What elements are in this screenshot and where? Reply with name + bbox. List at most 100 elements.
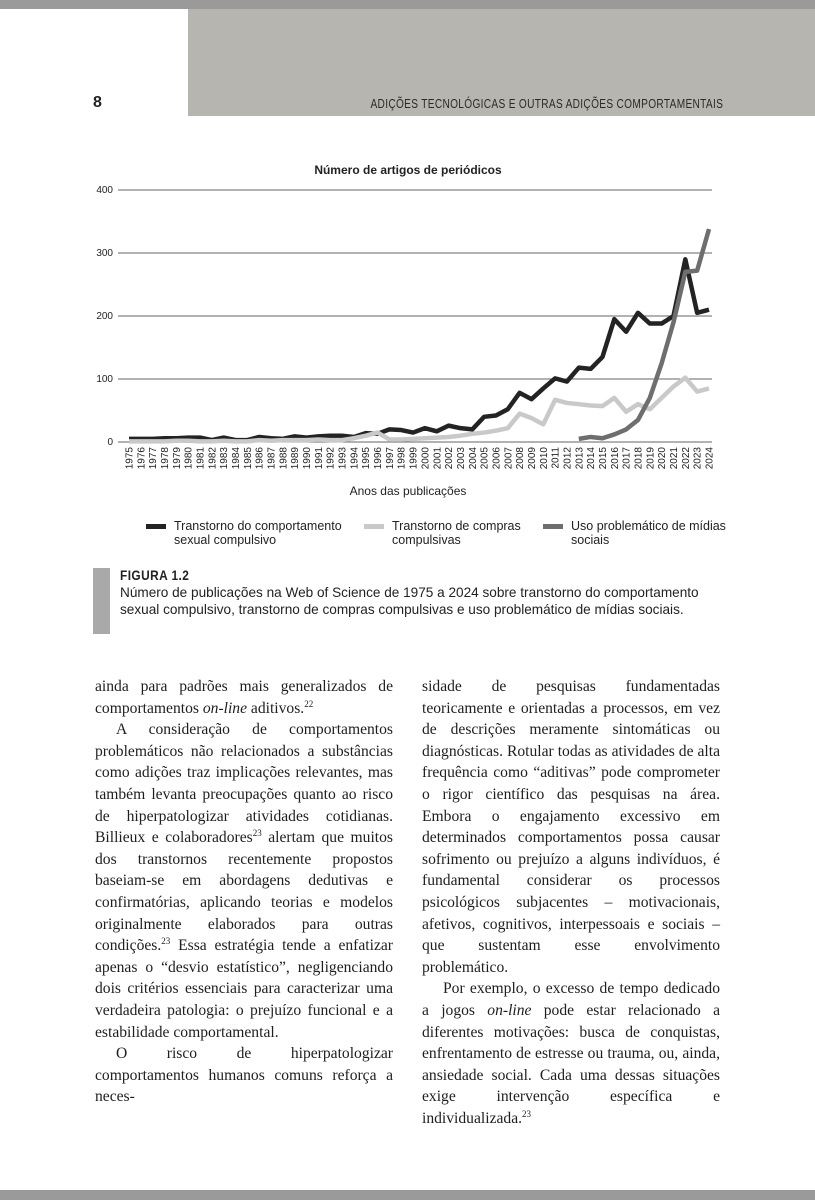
page-number: 8 (93, 94, 102, 111)
x-tick-label: 1978 (160, 447, 171, 470)
y-tick-label: 0 (107, 437, 113, 448)
x-tick-label: 1980 (184, 447, 195, 470)
x-tick-label: 1981 (196, 447, 207, 470)
legend-swatch (364, 524, 384, 529)
y-tick-label: 200 (96, 311, 113, 322)
x-tick-label: 1996 (373, 447, 384, 470)
x-tick-label: 1983 (219, 447, 230, 470)
x-tick-label: 1994 (349, 447, 360, 470)
x-tick-label: 1975 (125, 447, 136, 470)
series-line (578, 228, 712, 442)
text-column: ainda para padrões mais generalizados de… (95, 676, 393, 1108)
x-tick-label: 2019 (645, 447, 656, 470)
x-tick-label: 1992 (326, 447, 337, 470)
x-tick-label: 1985 (243, 447, 254, 470)
text-run: on-line (487, 1001, 532, 1019)
chart: Número de artigos de periódicos Anos das… (96, 163, 716, 498)
x-tick-label: 2013 (574, 447, 585, 470)
x-tick-label: 1987 (267, 447, 278, 470)
figure-caption: Número de publicações na Web of Science … (120, 585, 699, 617)
text-column: sidade de pesquisas fundamentadas teoric… (422, 676, 720, 1129)
x-tick-label: 1998 (397, 447, 408, 470)
x-tick-label: 1988 (278, 447, 289, 470)
legend-label: Transtorno do comportamento sexual compu… (174, 519, 342, 547)
text-run: 23 (161, 936, 171, 947)
x-tick-label: 1977 (148, 447, 159, 470)
series-line (129, 375, 710, 444)
x-tick-label: 2002 (444, 447, 455, 470)
x-tick-label: 1997 (385, 447, 396, 470)
x-tick-label: 2021 (669, 447, 680, 470)
x-tick-label: 1990 (302, 447, 313, 470)
legend-item: Transtorno de compras compulsivas (364, 519, 572, 547)
y-tick-label: 300 (96, 248, 113, 259)
chart-title: Número de artigos de periódicos (314, 163, 502, 177)
x-tick-label: 2007 (503, 447, 514, 470)
paragraph: Por exemplo, o excesso de tempo dedicado… (422, 978, 720, 1129)
legend-item: Transtorno do comportamento sexual compu… (146, 519, 354, 547)
legend-label: Uso problemático de mídias sociais (571, 519, 726, 547)
x-tick-label: 2003 (456, 447, 467, 470)
x-tick-label: 2018 (633, 447, 644, 470)
x-tick-label: 1986 (255, 447, 266, 470)
x-tick-label: 2004 (468, 447, 479, 470)
paragraph: O risco de hiperpatologizar comportament… (95, 1043, 393, 1108)
text-run: aditivos. (247, 699, 305, 717)
text-run: O risco de hiperpatologizar comportament… (95, 1045, 393, 1106)
x-tick-label: 1989 (290, 447, 301, 470)
x-tick-label: 2011 (551, 447, 562, 469)
x-tick-label: 2001 (432, 447, 443, 470)
text-run: Essa estratégia tende a enfatizar apenas… (95, 937, 393, 1041)
text-run: A consideração de comportamentos problem… (95, 721, 393, 847)
x-tick-label: 2023 (693, 447, 704, 470)
x-axis-label: Anos das publicações (350, 484, 467, 498)
text-run: on-line (202, 699, 248, 717)
header-box (188, 9, 815, 116)
figure-label: FIGURA 1.2 (120, 567, 190, 583)
x-tick-label: 1995 (361, 447, 372, 470)
text-run: 23 (522, 1108, 532, 1119)
x-tick-label: 2017 (622, 447, 633, 470)
text-run: Por exemplo, o excesso de tempo dedicado… (422, 980, 720, 1019)
text-run: alertam que muitos dos transtornos recen… (95, 829, 393, 955)
x-tick-label: 2006 (491, 447, 502, 470)
legend-item: Uso problemático de mídias sociais (543, 519, 751, 547)
text-run: pode estar relacionado a diferentes moti… (422, 1001, 720, 1127)
y-tick-label: 100 (96, 374, 113, 385)
x-tick-label: 2022 (681, 447, 692, 470)
x-tick-label: 1979 (172, 447, 183, 470)
x-tick-label: 2014 (586, 447, 597, 470)
x-tick-label: 1993 (338, 447, 349, 470)
x-tick-label: 2016 (610, 447, 621, 470)
paragraph: ainda para padrões mais generalizados de… (95, 676, 393, 719)
caption-bar (93, 568, 110, 634)
x-tick-label: 2024 (705, 447, 716, 470)
text-run: 23 (252, 828, 262, 839)
running-title: ADIÇÕES TECNOLÓGICAS E OUTRAS ADIÇÕES CO… (370, 96, 723, 111)
x-tick-label: 1976 (136, 447, 147, 470)
legend-swatch (543, 524, 563, 529)
x-tick-label: 1999 (409, 447, 420, 470)
legend-swatch (146, 524, 166, 529)
x-tick-label: 2010 (539, 447, 550, 470)
x-tick-label: 2012 (562, 447, 573, 470)
x-tick-label: 1982 (207, 447, 218, 470)
x-tick-label: 2020 (657, 447, 668, 470)
x-tick-label: 2000 (420, 447, 431, 470)
x-tick-label: 1984 (231, 447, 242, 470)
text-run: sidade de pesquisas fundamentadas teoric… (422, 678, 720, 976)
top-band (0, 0, 815, 9)
y-tick-label: 400 (96, 185, 113, 196)
x-tick-label: 2008 (515, 447, 526, 470)
x-tick-label: 2009 (527, 447, 538, 470)
text-run: ainda para padrões mais generalizados de… (95, 678, 393, 717)
series-line (129, 257, 710, 443)
legend-label: Transtorno de compras compulsivas (392, 519, 521, 547)
x-tick-label: 2015 (598, 447, 609, 470)
bottom-band (0, 1190, 815, 1200)
text-run: 22 (304, 698, 314, 709)
x-tick-label: 2005 (480, 447, 491, 470)
paragraph: A consideração de comportamentos problem… (95, 719, 393, 1043)
x-tick-label: 1991 (314, 447, 325, 470)
